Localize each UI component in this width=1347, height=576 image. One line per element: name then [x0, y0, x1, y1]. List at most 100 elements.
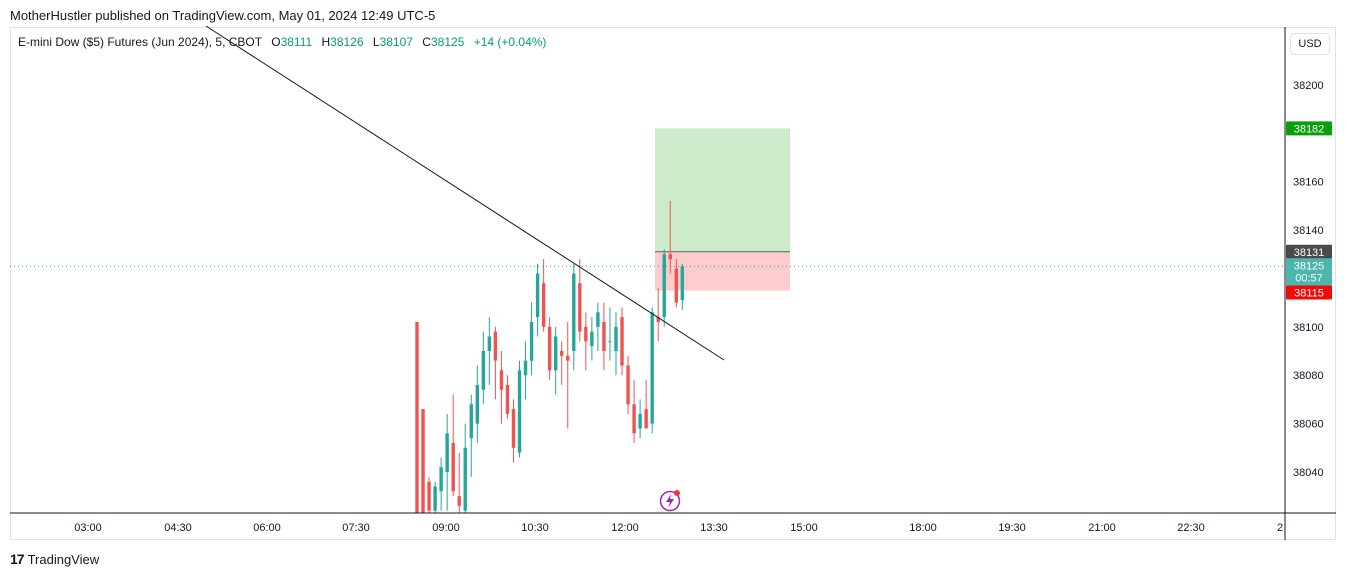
y-tick-label: 38060 [1293, 419, 1324, 431]
candle-body [572, 273, 576, 351]
candle [566, 321, 570, 429]
candle-body [602, 321, 606, 351]
candle [656, 288, 660, 342]
candle [632, 380, 636, 443]
lightning-icon [666, 494, 674, 508]
close-label: C [422, 35, 431, 49]
candle [560, 341, 564, 385]
symbol-title[interactable]: E-mini Dow ($5) Futures (Jun 2024), 5, C… [18, 35, 262, 49]
candle-body [632, 404, 636, 434]
event-dot [674, 490, 680, 496]
entry-price-tag-text: 38131 [1294, 247, 1325, 259]
candle [511, 399, 516, 463]
low-label: L [372, 35, 380, 49]
candle [529, 302, 534, 376]
candle [668, 200, 672, 274]
candle [578, 259, 582, 342]
candle [445, 413, 449, 511]
candle [541, 259, 546, 332]
candle-body [505, 384, 510, 414]
candle [644, 380, 648, 429]
x-tick-label: 09:00 [432, 522, 460, 534]
candle [590, 317, 594, 361]
event-flash-icon[interactable] [659, 490, 681, 512]
candle-body [487, 336, 492, 351]
candle [415, 321, 419, 513]
candle [535, 263, 540, 337]
x-tick-label: 04:30 [164, 522, 192, 534]
candle [674, 259, 678, 308]
entry-price-tag-bg [1286, 244, 1332, 259]
open-value: 38111 [280, 35, 313, 49]
trend-line[interactable] [205, 25, 725, 361]
candle-body [535, 273, 540, 318]
candle [602, 302, 606, 371]
candle-body [475, 384, 479, 424]
y-tick-label: 38040 [1293, 467, 1324, 479]
candle [572, 263, 576, 371]
x-tick-label: 21:00 [1088, 522, 1116, 534]
x-tick-label: 03:00 [74, 522, 102, 534]
target-price-tag: 38182 [1286, 121, 1332, 136]
candle [523, 341, 528, 400]
target-price-tag-bg [1286, 121, 1332, 136]
currency-button[interactable]: USD [1290, 33, 1330, 55]
entry-price-tag: 38131 [1286, 244, 1332, 259]
candle-body [427, 481, 431, 511]
y-tick-label: 38100 [1293, 322, 1324, 334]
candle-body [608, 341, 612, 343]
y-tick-label: 38160 [1293, 177, 1324, 189]
candle [439, 457, 443, 511]
candle-body [620, 317, 624, 366]
x-tick-label: 13:30 [700, 522, 728, 534]
candle-body [499, 370, 504, 390]
tradingview-brand: TradingView [27, 551, 100, 567]
x-tick-label: 10:30 [521, 522, 549, 534]
candle [427, 476, 431, 513]
candle [650, 307, 654, 434]
candle [608, 307, 612, 361]
candle-body [566, 355, 570, 361]
candle-body [481, 351, 486, 390]
y-tick-label: 38200 [1293, 80, 1324, 92]
stop-price-tag-bg [1286, 285, 1332, 300]
x-tick-label: 06:00 [253, 522, 281, 534]
candle-body [662, 254, 666, 318]
last-price-tag-text: 38125 [1294, 260, 1325, 272]
candle-body [668, 254, 672, 260]
candle-body [469, 404, 473, 439]
candle [421, 409, 425, 513]
candle-body [626, 365, 630, 405]
target-price-tag-text: 38182 [1294, 123, 1325, 135]
candle-body [650, 312, 654, 424]
candle-body [439, 467, 443, 492]
x-tick-label: 19:30 [998, 522, 1026, 534]
candle-body [638, 413, 642, 429]
candle [433, 481, 437, 513]
open-label: O [271, 35, 281, 49]
candle [662, 249, 666, 327]
candle-body [529, 321, 534, 361]
tradingview-logo[interactable]: 17 TradingView [10, 551, 99, 567]
candle-body [433, 486, 437, 511]
chart-frame [10, 27, 1336, 540]
x-tick-label: 2 [1277, 522, 1283, 534]
x-tick-label: 15:00 [790, 522, 818, 534]
candle-body [674, 268, 678, 303]
stop-price-tag-text: 38115 [1294, 288, 1324, 300]
candle [680, 263, 685, 310]
candle-body [656, 317, 660, 322]
candle [553, 326, 558, 395]
candle-body [463, 447, 467, 511]
candle-body [493, 331, 498, 361]
profit-zone[interactable] [655, 128, 790, 252]
candle-body [541, 283, 546, 327]
candle [620, 307, 624, 376]
low-value: 38107 [379, 35, 413, 49]
candle [457, 452, 461, 513]
candle-body [415, 321, 419, 513]
candle-body [644, 409, 648, 429]
candle-body [590, 331, 594, 347]
